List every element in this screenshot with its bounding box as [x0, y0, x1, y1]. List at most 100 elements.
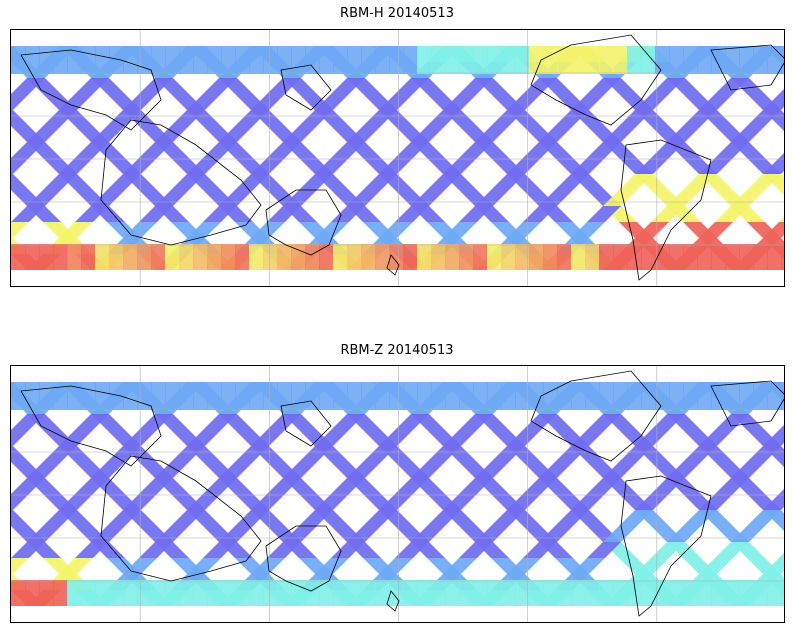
- track-band-north: [39, 382, 54, 410]
- track-band-north: [781, 46, 784, 74]
- map-frame-rbm-h: [10, 29, 785, 287]
- track-segment: [491, 446, 525, 462]
- track-segment: [395, 142, 429, 158]
- track-segment: [59, 558, 93, 574]
- track-band-south: [235, 244, 250, 270]
- track-band-south: [683, 580, 698, 606]
- coastline: [620, 139, 712, 281]
- track-segment: [427, 446, 461, 462]
- track-segment: [651, 206, 685, 222]
- track-band-south: [571, 580, 586, 606]
- track-band-south: [11, 244, 26, 270]
- track-band-south: [193, 580, 208, 606]
- track-segment: [139, 142, 173, 158]
- track-segment: [507, 430, 541, 446]
- track-band-north: [515, 382, 530, 410]
- track-segment: [75, 542, 109, 558]
- track-segment: [443, 158, 477, 174]
- track-segment: [43, 174, 77, 190]
- track-segment: [491, 510, 525, 526]
- coastline: [20, 49, 162, 131]
- track-segment: [779, 217, 784, 222]
- track-band-north: [235, 46, 250, 74]
- track-band-north: [347, 382, 362, 410]
- track-segment: [715, 478, 749, 494]
- track-band-north: [417, 382, 432, 410]
- track-band-north: [123, 46, 138, 74]
- track-segment: [75, 142, 109, 158]
- track-band-north: [655, 382, 670, 410]
- panel-title-rbm-z: RBM-Z 20140513: [340, 343, 454, 358]
- map-canvas-rbm-h: [11, 30, 784, 286]
- track-segment: [11, 222, 29, 238]
- track-segment: [683, 110, 717, 126]
- track-segment: [747, 510, 781, 526]
- track-band-north: [263, 46, 278, 74]
- track-segment: [219, 126, 253, 142]
- track-segment: [315, 94, 349, 110]
- track-segment: [523, 542, 557, 558]
- track-band-south: [333, 580, 348, 606]
- track-band-south: [613, 580, 628, 606]
- track-segment: [11, 94, 29, 110]
- track-band-south: [109, 580, 124, 606]
- track-band-north: [235, 382, 250, 410]
- track-band-north: [81, 46, 96, 74]
- track-band-north: [683, 382, 698, 410]
- track-band-south: [585, 580, 600, 606]
- track-segment: [459, 78, 493, 94]
- track-band-south: [725, 580, 740, 606]
- track-segment: [315, 494, 349, 510]
- track-band-north: [25, 382, 40, 410]
- track-band-south: [403, 244, 418, 270]
- track-segment: [699, 94, 733, 110]
- track-segment: [379, 158, 413, 174]
- track-segment: [715, 142, 749, 158]
- track-band-south: [361, 244, 376, 270]
- track-band-north: [445, 382, 460, 410]
- track-band-south: [571, 244, 586, 270]
- track-band-north: [445, 46, 460, 74]
- track-segment: [267, 542, 301, 558]
- track-segment: [59, 222, 93, 238]
- track-band-south: [417, 580, 432, 606]
- track-segment: [603, 126, 637, 142]
- track-segment: [779, 425, 784, 430]
- track-segment: [171, 110, 205, 126]
- track-segment: [43, 510, 77, 526]
- track-band-south: [137, 580, 152, 606]
- track-segment: [235, 110, 269, 126]
- track-band-south: [557, 244, 572, 270]
- track-band-north: [571, 382, 586, 410]
- track-segment: [299, 510, 333, 526]
- track-band-north: [627, 46, 642, 74]
- track-band-north: [683, 46, 698, 74]
- track-segment: [635, 430, 669, 446]
- track-segment: [571, 494, 605, 510]
- track-segment: [395, 78, 429, 94]
- track-segment: [203, 78, 237, 94]
- satellite-tracks: [11, 382, 784, 606]
- track-band-south: [151, 244, 166, 270]
- track-band-south: [389, 580, 404, 606]
- coastline: [386, 590, 400, 612]
- track-segment: [363, 110, 397, 126]
- track-band-south: [193, 244, 208, 270]
- track-band-north: [333, 382, 348, 410]
- track-band-north: [529, 382, 544, 410]
- track-segment: [427, 110, 461, 126]
- track-band-north: [739, 382, 754, 410]
- track-segment: [59, 494, 93, 510]
- track-band-south: [95, 244, 110, 270]
- track-band-north: [291, 46, 306, 74]
- track-segment: [715, 542, 749, 558]
- track-segment: [779, 153, 784, 158]
- track-segment: [187, 430, 221, 446]
- track-segment: [251, 158, 285, 174]
- track-band-south: [781, 580, 784, 606]
- track-segment: [75, 206, 109, 222]
- track-segment: [587, 206, 621, 222]
- track-band-north: [53, 46, 68, 74]
- track-band-north: [543, 382, 558, 410]
- track-segment: [475, 462, 509, 478]
